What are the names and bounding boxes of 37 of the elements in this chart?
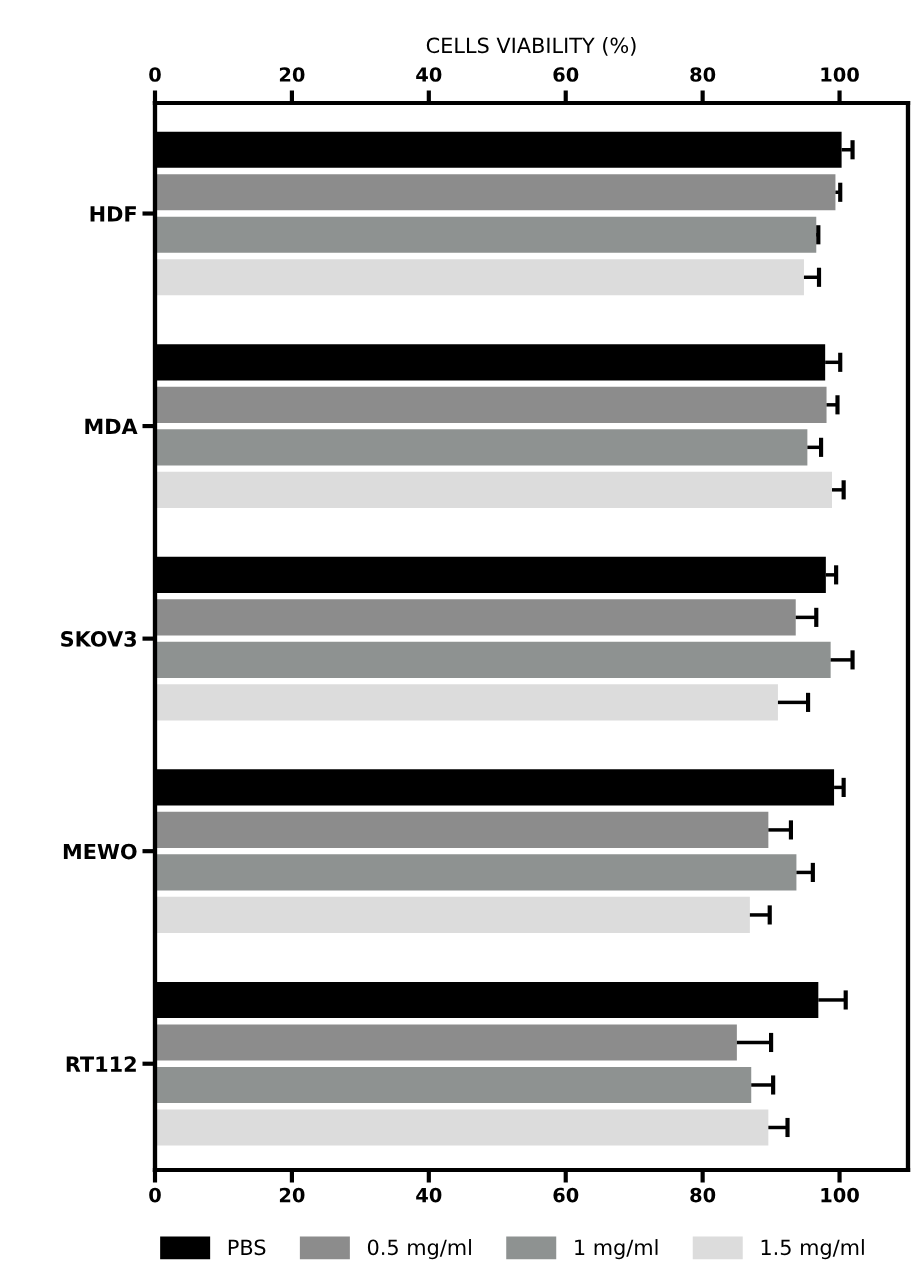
x-tick-label: 100 [821,1187,859,1203]
legend-label: 1 mg/ml [575,1239,658,1260]
bar [155,811,769,848]
bar [155,896,750,934]
x-tick-label: 60 [553,1187,579,1203]
x-tick-label: 40 [416,1187,442,1203]
x-tick-label: 80 [690,1187,716,1203]
x2-tick-label: 100 [821,67,859,82]
bar [155,684,778,721]
x2-tick-label: 40 [416,67,442,82]
bar [155,641,831,678]
bar [155,259,804,296]
bar [155,174,836,211]
legend-label: 1.5 mg/ml [761,1239,864,1260]
x-tick-label: 0 [149,1187,161,1203]
x2-tick-label: 20 [279,67,305,82]
x2-axis-title: CELLS VIABILITY (%) [426,37,636,56]
y-tick-label: MEWO [63,843,137,860]
bar [155,1024,737,1061]
x-tick-label: 20 [279,1187,305,1203]
bar [155,854,797,891]
bar [155,216,817,253]
bar [155,429,808,466]
legend-label: 0.5 mg/ml [367,1239,471,1260]
bar [155,599,796,636]
bar [155,386,827,423]
bar [155,1109,769,1146]
y-tick-label: HDF [90,206,136,222]
bar [155,471,833,508]
y-tick-label: MDA [85,418,138,434]
legend-label: PBS [228,1239,266,1256]
y-tick-label: SKOV3 [61,631,136,647]
x2-tick-label: 80 [690,67,716,82]
bar [155,1066,752,1104]
y-tick-label: RT112 [66,1056,136,1072]
x2-tick-label: 0 [149,67,161,82]
x2-tick-label: 60 [553,67,579,82]
